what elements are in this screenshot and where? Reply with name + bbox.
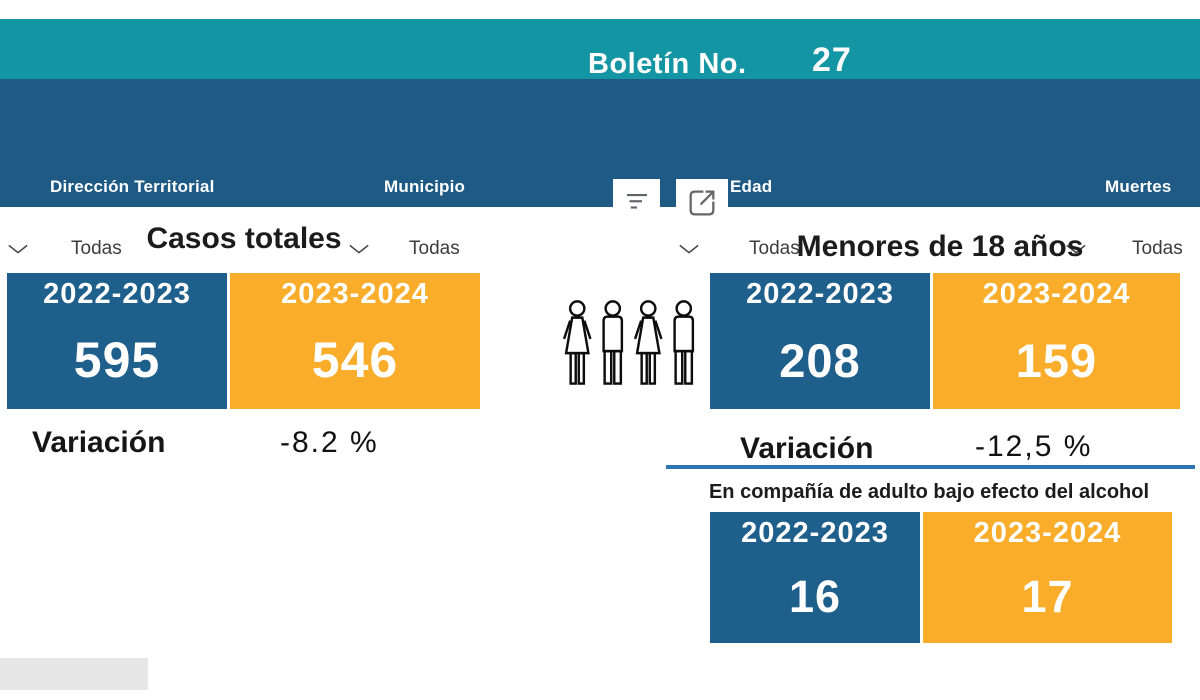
- scrollbar-track[interactable]: [0, 658, 148, 690]
- variation-value-casos: -8.2 %: [280, 426, 379, 459]
- section-title-menores: Menores de 18 años: [796, 230, 1084, 263]
- dropdown-muertes[interactable]: Todas: [1118, 226, 1200, 271]
- section-title-alcohol: En compañía de adulto bajo efecto del al…: [708, 481, 1150, 503]
- period-value: 208: [779, 333, 861, 387]
- dropdown-direccion-territorial[interactable]: Todas: [57, 226, 380, 271]
- filter-label-direccion-territorial: Dirección Territorial: [50, 177, 215, 196]
- filter-label-muertes: Muertes: [1105, 177, 1172, 196]
- dropdown-value: Todas: [71, 237, 122, 259]
- period-box-menores-2022-2023: 2022-2023 208: [710, 273, 930, 409]
- period-label: 2022-2023: [741, 517, 889, 549]
- period-label: 2023-2024: [973, 517, 1122, 549]
- filter-bar: Dirección Territorial Municipio Edad Mue…: [0, 79, 1200, 271]
- dropdown-value: Todas: [749, 237, 800, 259]
- period-box-alcohol-2023-2024: 2023-2024 17: [923, 512, 1172, 643]
- variation-label-menores: Variación: [740, 432, 874, 465]
- bulletin-number: 27: [812, 41, 852, 79]
- period-label: 2023-2024: [281, 278, 429, 310]
- period-box-casos-2023-2024: 2023-2024 546: [230, 273, 480, 409]
- chevron-down-icon: [7, 242, 29, 260]
- period-value: 546: [311, 332, 399, 388]
- people-icon: [560, 296, 702, 397]
- variation-value-menores: -12,5 %: [975, 430, 1093, 463]
- period-box-alcohol-2022-2023: 2022-2023 16: [710, 512, 920, 643]
- chevron-down-icon: [1065, 242, 1087, 260]
- chevron-down-icon: [348, 242, 370, 260]
- dropdown-edad[interactable]: Todas: [735, 226, 1097, 271]
- filter-button[interactable]: [613, 179, 660, 226]
- period-value: 159: [1015, 333, 1098, 387]
- section-title-casos-totales: Casos totales: [146, 222, 342, 255]
- dropdown-municipio[interactable]: Todas: [395, 226, 710, 271]
- period-value: 16: [788, 570, 842, 622]
- filter-label-municipio: Municipio: [384, 177, 466, 196]
- period-box-menores-2023-2024: 2023-2024 159: [933, 273, 1180, 409]
- dropdown-partial[interactable]: [0, 226, 37, 271]
- bulletin-title: Boletín No.: [588, 48, 747, 80]
- period-label: 2022-2023: [746, 278, 894, 310]
- period-value: 17: [1021, 570, 1074, 622]
- popout-icon: [685, 186, 719, 225]
- dropdown-value: Todas: [409, 237, 460, 259]
- filter-icon: [622, 185, 652, 220]
- popout-button[interactable]: [676, 179, 728, 231]
- filter-label-edad: Edad: [730, 177, 773, 196]
- dropdown-value: Todas: [1132, 237, 1183, 259]
- header-bar: Boletín No. 27: [0, 19, 1200, 80]
- period-label: 2022-2023: [43, 278, 191, 310]
- period-box-casos-2022-2023: 2022-2023 595: [7, 273, 227, 409]
- variation-label-casos: Variación: [32, 426, 166, 459]
- chevron-down-icon: [678, 242, 700, 260]
- divider-rule: [666, 465, 1195, 469]
- period-value: 595: [73, 332, 161, 388]
- period-label: 2023-2024: [982, 278, 1131, 310]
